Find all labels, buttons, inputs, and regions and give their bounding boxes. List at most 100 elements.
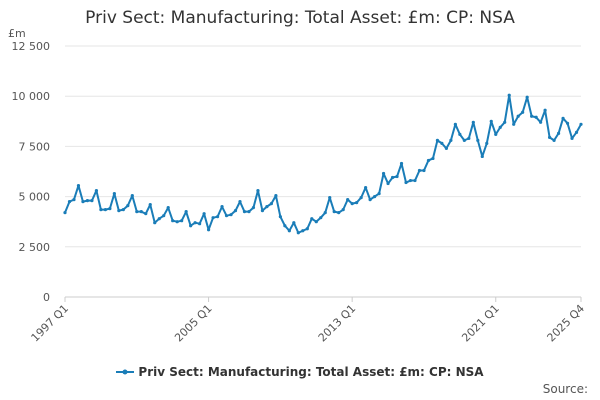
data-point[interactable] [63,211,67,215]
data-point[interactable] [103,208,107,212]
data-point[interactable] [296,231,300,235]
data-point[interactable] [552,138,556,142]
data-point[interactable] [364,185,368,190]
data-point[interactable] [247,210,251,214]
data-point[interactable] [341,208,345,212]
data-point[interactable] [242,210,247,214]
data-point[interactable] [368,198,372,202]
data-point[interactable] [377,191,381,196]
data-point[interactable] [534,115,538,119]
data-point[interactable] [471,120,475,124]
data-point[interactable] [525,95,529,99]
data-point[interactable] [274,194,278,198]
data-point[interactable] [395,174,399,179]
data-point[interactable] [503,120,507,124]
data-point[interactable] [561,116,565,120]
data-point[interactable] [314,220,318,224]
data-point[interactable] [153,221,157,225]
data-point[interactable] [117,209,121,213]
data-point[interactable] [85,199,90,203]
data-point[interactable] [328,196,332,200]
data-point[interactable] [570,136,574,140]
data-point[interactable] [175,220,179,224]
data-point[interactable] [251,206,256,210]
data-point[interactable] [144,212,148,216]
data-point[interactable] [332,210,336,214]
data-point[interactable] [426,158,431,163]
data-point[interactable] [94,188,99,193]
data-point[interactable] [148,203,152,207]
data-point[interactable] [224,214,229,218]
data-point[interactable] [444,146,448,151]
data-point[interactable] [310,217,314,221]
data-point[interactable] [189,224,193,228]
data-point[interactable] [171,219,175,223]
data-point[interactable] [413,178,417,183]
data-point[interactable] [202,212,206,216]
data-point[interactable] [198,222,202,226]
data-point[interactable] [337,211,341,215]
data-point[interactable] [467,136,471,140]
data-point[interactable] [574,130,579,134]
data-point[interactable] [359,196,363,200]
data-point[interactable] [458,132,462,136]
data-point[interactable] [453,122,457,126]
data-point[interactable] [476,138,480,142]
data-point[interactable] [462,138,466,142]
data-point[interactable] [229,213,233,217]
data-point[interactable] [305,227,309,231]
data-point[interactable] [435,138,440,142]
data-point[interactable] [215,215,220,219]
data-point[interactable] [404,180,408,185]
data-point[interactable] [112,191,116,196]
legend[interactable]: Priv Sect: Manufacturing: Total Asset: £… [0,365,600,379]
data-point[interactable] [521,110,525,114]
data-point[interactable] [323,211,327,215]
data-point[interactable] [485,141,489,145]
data-point[interactable] [162,214,166,218]
data-point[interactable] [346,198,350,202]
data-point[interactable] [547,135,552,139]
data-point[interactable] [211,216,215,220]
data-point[interactable] [283,224,287,228]
data-point[interactable] [386,181,390,186]
data-point[interactable] [72,198,76,202]
data-point[interactable] [157,217,161,221]
data-point[interactable] [530,114,534,118]
data-point[interactable] [256,188,260,193]
data-point[interactable] [260,209,265,213]
data-point[interactable] [292,221,296,225]
data-point[interactable] [278,215,282,219]
data-point[interactable] [81,200,85,204]
data-point[interactable] [350,202,354,206]
data-point[interactable] [390,175,395,180]
data-point[interactable] [233,209,238,213]
data-point[interactable] [99,208,103,212]
data-point[interactable] [543,108,547,112]
data-point[interactable] [90,199,94,203]
data-point[interactable] [220,205,224,209]
data-point[interactable] [206,228,211,232]
data-point[interactable] [539,120,543,124]
data-point[interactable] [108,207,112,211]
data-point[interactable] [301,229,305,233]
data-point[interactable] [184,210,188,214]
data-point[interactable] [121,208,125,212]
data-point[interactable] [269,202,273,206]
data-point[interactable] [579,122,583,126]
data-point[interactable] [507,93,511,97]
data-point[interactable] [422,168,426,173]
data-point[interactable] [373,195,377,199]
data-point[interactable] [265,205,269,209]
data-point[interactable] [494,132,498,136]
data-point[interactable] [565,121,570,125]
data-point[interactable] [449,138,453,142]
data-point[interactable] [139,210,143,214]
data-point[interactable] [516,114,520,118]
data-point[interactable] [417,168,422,173]
data-point[interactable] [76,183,81,188]
data-point[interactable] [166,206,170,210]
data-point[interactable] [355,201,359,205]
data-point[interactable] [193,221,197,225]
data-point[interactable] [135,210,139,214]
